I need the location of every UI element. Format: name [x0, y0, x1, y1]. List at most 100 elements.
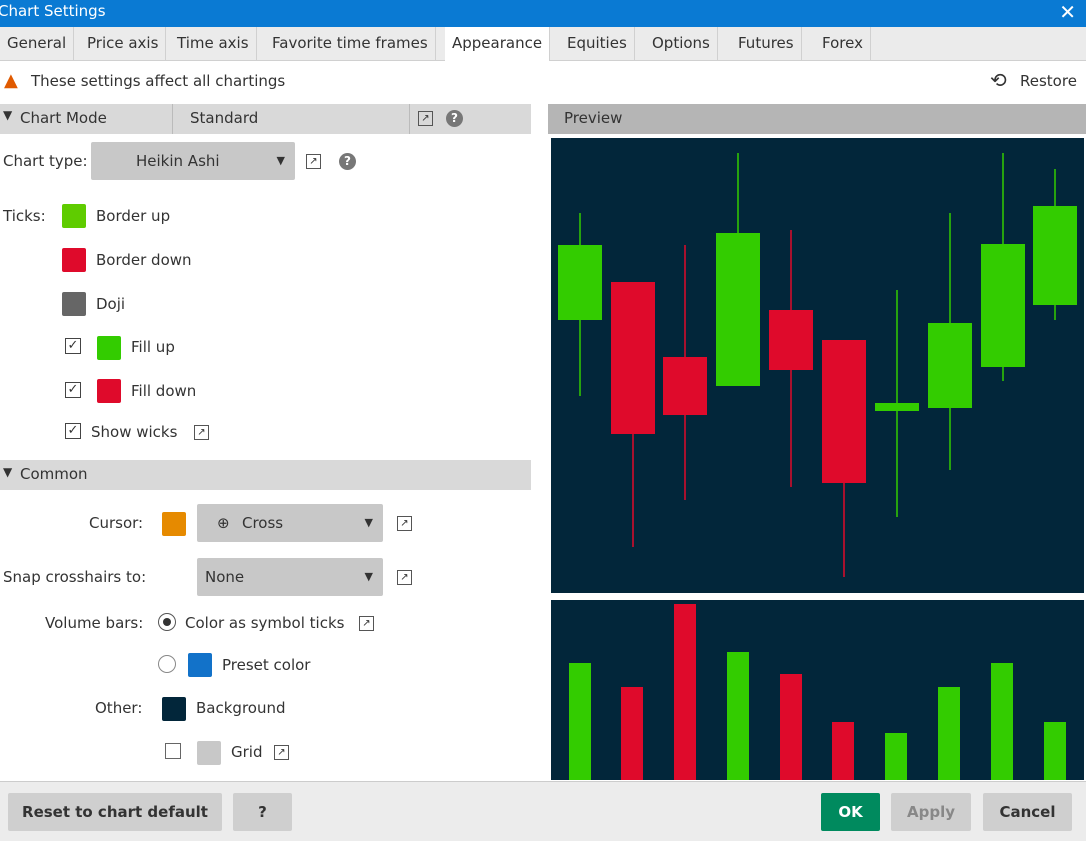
popout-icon[interactable]: ↗: [359, 616, 374, 631]
snap-label: Snap crosshairs to:: [3, 568, 147, 586]
color-swatch[interactable]: [97, 379, 121, 403]
volume-bar: [938, 687, 960, 780]
apply-button[interactable]: Apply: [891, 793, 971, 831]
help-icon[interactable]: ?: [446, 110, 463, 127]
color-swatch[interactable]: [188, 653, 212, 677]
volume-bar: [621, 687, 643, 780]
other-option: Background: [196, 699, 286, 717]
preview-label: Preview: [564, 109, 623, 127]
tab[interactable]: Options: [645, 27, 718, 60]
preview-header: Preview: [548, 104, 1086, 134]
candle: [928, 323, 972, 408]
volume-bar: [674, 604, 696, 780]
candles: [558, 153, 1077, 577]
popout-icon[interactable]: ↗: [397, 570, 412, 585]
restore-icon: ⟲: [990, 68, 1007, 92]
popout-icon[interactable]: ↗: [194, 425, 209, 440]
help-button[interactable]: ?: [233, 793, 292, 831]
tick-option: Doji: [96, 295, 126, 313]
color-swatch[interactable]: [197, 741, 221, 765]
tab[interactable]: Price axis: [80, 27, 167, 60]
candle: [663, 357, 707, 415]
tab[interactable]: Forex: [815, 27, 871, 60]
candle: [875, 403, 919, 411]
tab[interactable]: Favorite time frames: [265, 27, 436, 60]
chart-mode-select[interactable]: Standard: [172, 104, 410, 134]
volume-bar: [569, 663, 591, 780]
warning-icon: ▲: [4, 70, 18, 91]
tab[interactable]: Equities: [560, 27, 635, 60]
color-swatch[interactable]: [162, 512, 186, 536]
checkbox[interactable]: ✓: [65, 382, 81, 398]
restore-button[interactable]: Restore: [1020, 72, 1077, 90]
tab[interactable]: Appearance: [445, 27, 551, 61]
tick-option: Fill up: [131, 338, 175, 356]
snap-value: None: [205, 568, 245, 586]
collapse-icon[interactable]: ▼: [3, 108, 13, 122]
help-icon[interactable]: ?: [339, 153, 356, 170]
dropdown-arrow: ▼: [364, 570, 373, 583]
tick-option: Show wicks: [91, 423, 178, 441]
volume-bar: [991, 663, 1013, 780]
checkbox[interactable]: ✓: [65, 338, 81, 354]
volume-preview: [551, 600, 1084, 780]
color-swatch[interactable]: [162, 697, 186, 721]
checkbox[interactable]: ✓: [65, 423, 81, 439]
radio[interactable]: [158, 655, 176, 673]
popout-icon[interactable]: ↗: [397, 516, 412, 531]
checkbox[interactable]: [165, 743, 181, 759]
section-header: ▼ Common: [0, 460, 531, 490]
tab[interactable]: General: [0, 27, 75, 60]
radio-dot: [163, 618, 171, 626]
chart-mode-value: Standard: [190, 109, 259, 127]
volume-bar: [1044, 722, 1066, 780]
tab[interactable]: Futures: [731, 27, 802, 60]
window-title: Chart Settings: [0, 2, 106, 20]
tick-option: Border down: [96, 251, 192, 269]
volume-bar: [832, 722, 854, 780]
color-swatch[interactable]: [62, 248, 86, 272]
ticks-label: Ticks:: [3, 207, 46, 225]
reset-button[interactable]: Reset to chart default: [8, 793, 222, 831]
ok-button[interactable]: OK: [821, 793, 880, 831]
title-bar: Chart Settings ✕: [0, 0, 1086, 27]
chart-type-value: Heikin Ashi: [136, 152, 220, 170]
cursor-select[interactable]: ⊕ Cross ▼: [197, 504, 383, 542]
candle: [558, 245, 602, 320]
volume-bar: [885, 733, 907, 780]
tick-option: Border up: [96, 207, 171, 225]
snap-select[interactable]: None ▼: [197, 558, 383, 596]
other-option: Grid: [231, 743, 263, 761]
section-header: ▼ Chart Mode Standard ↗ ?: [0, 104, 531, 134]
dropdown-arrow: ▼: [276, 154, 285, 167]
volume-bars-label: Volume bars:: [45, 614, 144, 632]
popout-icon[interactable]: ↗: [418, 111, 433, 126]
other-label: Other:: [95, 699, 143, 717]
candle: [981, 244, 1025, 367]
color-swatch[interactable]: [97, 336, 121, 360]
cursor-label: Cursor:: [89, 514, 144, 532]
close-button[interactable]: ✕: [1059, 0, 1076, 24]
color-swatch[interactable]: [62, 292, 86, 316]
cross-icon: ⊕: [217, 514, 230, 532]
candle: [769, 310, 813, 370]
tab[interactable]: Time axis: [170, 27, 257, 60]
tick-option: Fill down: [131, 382, 197, 400]
collapse-icon[interactable]: ▼: [3, 465, 13, 479]
notice: These settings affect all chartings: [31, 72, 286, 90]
volume-option: Preset color: [222, 656, 311, 674]
chart-mode-label: Chart Mode: [20, 109, 107, 127]
popout-icon[interactable]: ↗: [306, 154, 321, 169]
radio-selected[interactable]: [158, 613, 176, 631]
cancel-button[interactable]: Cancel: [983, 793, 1072, 831]
chart-type-select[interactable]: Heikin Ashi ▼: [91, 142, 295, 180]
color-swatch[interactable]: [62, 204, 86, 228]
popout-icon[interactable]: ↗: [274, 745, 289, 760]
chart-type-label: Chart type:: [3, 152, 88, 170]
candle: [611, 282, 655, 434]
candle: [716, 233, 760, 386]
volume-bar: [780, 674, 802, 780]
cursor-value: Cross: [242, 514, 284, 532]
dropdown-arrow: ▼: [364, 516, 373, 529]
candle: [822, 340, 866, 483]
